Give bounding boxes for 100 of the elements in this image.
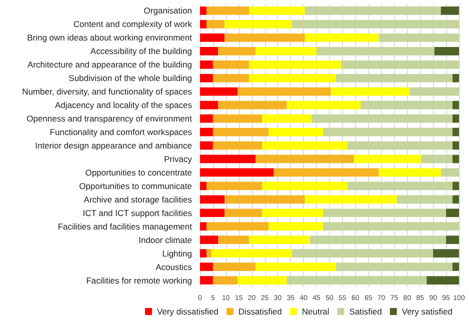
bar bbox=[212, 276, 238, 284]
bar bbox=[218, 100, 287, 110]
bar bbox=[206, 182, 262, 190]
bar bbox=[446, 236, 459, 244]
bar bbox=[212, 141, 262, 150]
bar bbox=[348, 182, 453, 190]
bar bbox=[330, 87, 410, 96]
bar bbox=[200, 6, 206, 15]
bar bbox=[256, 262, 336, 271]
bar bbox=[200, 74, 213, 82]
bar bbox=[292, 20, 459, 28]
bar bbox=[200, 168, 274, 177]
y-tick-label: Interior design appearance and ambiance bbox=[35, 140, 192, 150]
bar bbox=[274, 168, 379, 177]
bar bbox=[452, 195, 459, 204]
bar bbox=[224, 195, 305, 204]
y-tick-label: Openness and transparency of environment bbox=[26, 114, 193, 124]
bar bbox=[336, 74, 453, 82]
bar bbox=[396, 195, 453, 204]
bar bbox=[268, 128, 324, 136]
bar bbox=[212, 60, 250, 69]
bar bbox=[452, 154, 459, 164]
bar bbox=[378, 168, 441, 177]
y-tick-label: Architecture and appearance of the building bbox=[28, 60, 192, 70]
bar bbox=[323, 128, 453, 136]
bar bbox=[304, 34, 379, 42]
bar bbox=[200, 60, 213, 69]
bar bbox=[434, 46, 459, 56]
bar bbox=[212, 74, 250, 82]
bar bbox=[200, 46, 218, 56]
bar bbox=[200, 141, 213, 150]
bar bbox=[378, 34, 459, 42]
bar bbox=[433, 249, 459, 258]
bar bbox=[262, 114, 312, 123]
bar bbox=[200, 249, 206, 258]
bar bbox=[426, 276, 459, 284]
y-tick-label: Bring own ideas about working environment bbox=[27, 32, 193, 43]
bar bbox=[206, 249, 212, 258]
bar bbox=[200, 34, 225, 42]
bar bbox=[200, 195, 225, 204]
y-tick-label: Facilities and facilities management bbox=[58, 221, 193, 232]
bar bbox=[200, 20, 206, 28]
y-tick-label: Indoor climate bbox=[138, 234, 192, 245]
bar bbox=[348, 141, 453, 150]
bar bbox=[206, 6, 250, 15]
bar bbox=[452, 141, 459, 150]
bar bbox=[249, 74, 336, 82]
bar bbox=[292, 249, 434, 258]
bar bbox=[238, 276, 287, 284]
bar bbox=[440, 168, 459, 177]
bar bbox=[206, 20, 225, 28]
bar bbox=[316, 46, 434, 56]
legend-label: Neutral bbox=[302, 306, 330, 316]
y-tick-label: Functionality and comfort workspaces bbox=[50, 127, 192, 138]
y-tick-label: Acoustics bbox=[156, 262, 192, 272]
y-tick-label: Privacy bbox=[164, 154, 193, 164]
bar bbox=[224, 34, 305, 42]
bar bbox=[262, 208, 324, 218]
bar bbox=[452, 74, 459, 82]
bar bbox=[262, 141, 348, 150]
bar bbox=[249, 6, 305, 15]
y-tick-label: Lighting bbox=[162, 248, 192, 258]
bar bbox=[268, 222, 324, 231]
y-tick-label: ICT and ICT support facilities bbox=[82, 208, 192, 218]
y-tick-label: Subdivision of the whole building bbox=[68, 73, 192, 84]
bar bbox=[446, 208, 459, 218]
bar bbox=[200, 114, 213, 123]
bar bbox=[249, 60, 342, 69]
bar bbox=[218, 46, 256, 56]
legend-label: Satisfied bbox=[349, 306, 382, 316]
bar bbox=[206, 222, 269, 231]
bar bbox=[421, 154, 453, 164]
bar bbox=[212, 114, 262, 123]
bar bbox=[410, 87, 459, 96]
bar bbox=[304, 195, 397, 204]
y-tick-label: Opportunities to concentrate bbox=[85, 167, 192, 178]
bar bbox=[200, 87, 238, 96]
legend-label: Dissatisfied bbox=[238, 306, 282, 316]
bar bbox=[200, 128, 213, 136]
bar bbox=[286, 100, 361, 110]
bar bbox=[256, 154, 354, 164]
bar bbox=[354, 154, 422, 164]
bar bbox=[249, 236, 310, 244]
bar bbox=[452, 114, 459, 123]
bar bbox=[238, 87, 331, 96]
y-tick-label: Archive and storage facilities bbox=[84, 194, 192, 204]
bar bbox=[212, 249, 292, 258]
bar bbox=[341, 60, 459, 69]
bar bbox=[256, 46, 317, 56]
bar bbox=[218, 236, 250, 244]
y-tick-label: Content and complexity of work bbox=[73, 19, 193, 30]
y-tick-label: Number, diversity, and functionality of spaces bbox=[22, 86, 192, 97]
bar bbox=[200, 154, 256, 164]
bar bbox=[452, 100, 459, 110]
bar bbox=[360, 100, 453, 110]
legend-label: Very dissatisfied bbox=[157, 306, 219, 316]
bar bbox=[286, 276, 427, 284]
bar bbox=[452, 262, 459, 271]
bar bbox=[200, 208, 225, 218]
bar bbox=[212, 262, 256, 271]
